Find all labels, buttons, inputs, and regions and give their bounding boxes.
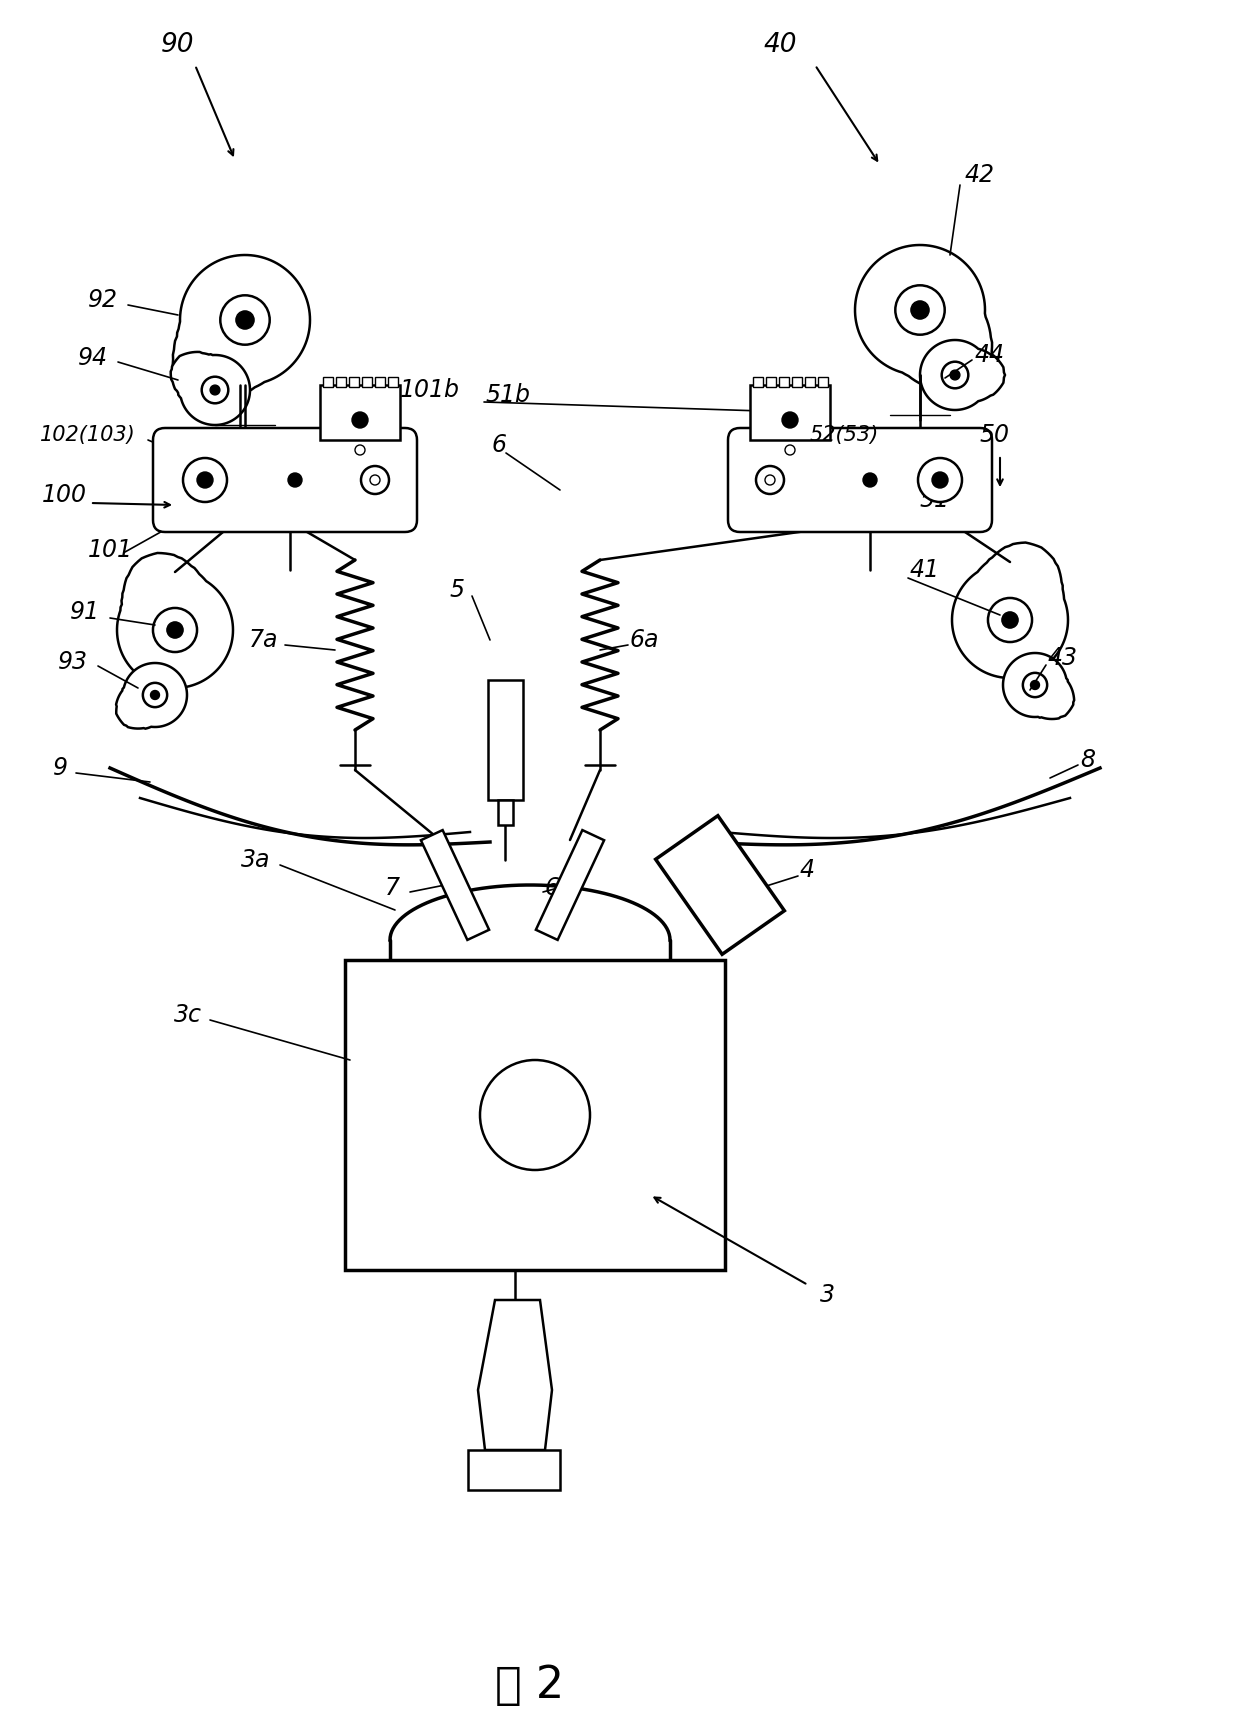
- Circle shape: [756, 465, 784, 495]
- Bar: [322, 377, 334, 387]
- Circle shape: [950, 370, 960, 380]
- Circle shape: [480, 1061, 590, 1170]
- FancyBboxPatch shape: [153, 429, 417, 531]
- Circle shape: [221, 295, 270, 345]
- Bar: [345, 960, 725, 1271]
- Circle shape: [988, 597, 1032, 642]
- Polygon shape: [536, 830, 604, 939]
- Circle shape: [202, 377, 228, 403]
- Text: 41: 41: [910, 557, 940, 582]
- Text: 图 2: 图 2: [495, 1663, 564, 1706]
- Circle shape: [895, 285, 945, 335]
- Polygon shape: [920, 340, 1004, 410]
- Circle shape: [153, 608, 197, 653]
- Polygon shape: [467, 1450, 560, 1489]
- Polygon shape: [856, 245, 992, 394]
- Text: 3c: 3c: [174, 1003, 202, 1028]
- Text: 7a: 7a: [248, 628, 278, 653]
- Text: 94: 94: [78, 345, 108, 370]
- Circle shape: [911, 300, 929, 319]
- Bar: [336, 377, 346, 387]
- Text: 50: 50: [980, 424, 1011, 446]
- Bar: [766, 377, 776, 387]
- Polygon shape: [172, 255, 310, 403]
- Bar: [753, 377, 763, 387]
- Bar: [498, 800, 513, 825]
- Circle shape: [785, 444, 795, 455]
- Text: 43: 43: [1048, 646, 1078, 670]
- Text: 7: 7: [384, 877, 401, 899]
- Text: 102(103): 102(103): [40, 425, 135, 444]
- Text: 51b: 51b: [486, 384, 531, 406]
- Text: 44: 44: [975, 344, 1004, 366]
- Polygon shape: [420, 830, 489, 939]
- Text: 3a: 3a: [241, 847, 270, 871]
- Text: 101: 101: [88, 538, 133, 562]
- Circle shape: [1002, 611, 1018, 628]
- Text: 91: 91: [69, 601, 100, 623]
- Bar: [750, 385, 830, 439]
- Text: 4: 4: [800, 858, 815, 882]
- Circle shape: [370, 476, 379, 484]
- Circle shape: [941, 361, 968, 389]
- Polygon shape: [477, 1300, 552, 1450]
- Text: 92: 92: [88, 288, 118, 312]
- Circle shape: [236, 311, 254, 330]
- Circle shape: [765, 476, 775, 484]
- Text: 6a: 6a: [630, 628, 660, 653]
- Circle shape: [288, 472, 303, 488]
- Circle shape: [361, 465, 389, 495]
- Circle shape: [167, 621, 184, 639]
- Text: 3: 3: [820, 1283, 835, 1307]
- Bar: [320, 385, 401, 439]
- Circle shape: [143, 682, 167, 707]
- Text: 100: 100: [42, 483, 87, 507]
- Bar: [388, 377, 398, 387]
- Polygon shape: [952, 543, 1068, 679]
- Text: 42: 42: [965, 163, 994, 187]
- Bar: [779, 377, 789, 387]
- Bar: [818, 377, 828, 387]
- Polygon shape: [1003, 653, 1074, 719]
- Bar: [805, 377, 815, 387]
- Circle shape: [197, 472, 213, 488]
- Circle shape: [352, 411, 368, 429]
- Polygon shape: [117, 554, 233, 687]
- Circle shape: [210, 385, 219, 394]
- Circle shape: [782, 411, 799, 429]
- Text: 52(53): 52(53): [810, 425, 879, 444]
- Circle shape: [184, 458, 227, 502]
- Circle shape: [1023, 674, 1047, 698]
- Polygon shape: [117, 663, 187, 729]
- Bar: [362, 377, 372, 387]
- Bar: [348, 377, 360, 387]
- Text: 51: 51: [920, 488, 950, 512]
- Text: 90: 90: [161, 31, 195, 57]
- FancyBboxPatch shape: [728, 429, 992, 531]
- Circle shape: [863, 472, 877, 488]
- Circle shape: [918, 458, 962, 502]
- Bar: [374, 377, 384, 387]
- Text: 6: 6: [546, 877, 560, 899]
- Polygon shape: [656, 816, 785, 955]
- Circle shape: [355, 444, 365, 455]
- Text: 40: 40: [764, 31, 797, 57]
- Text: 5: 5: [450, 578, 465, 602]
- Text: 93: 93: [58, 649, 88, 674]
- Text: 101b: 101b: [401, 378, 460, 403]
- Text: 8: 8: [1080, 748, 1095, 773]
- Bar: [489, 681, 523, 800]
- Circle shape: [932, 472, 949, 488]
- Polygon shape: [171, 352, 250, 425]
- Circle shape: [1030, 681, 1039, 689]
- Text: 6: 6: [492, 432, 507, 457]
- Text: 9: 9: [53, 755, 68, 779]
- Circle shape: [150, 691, 160, 700]
- Bar: [792, 377, 802, 387]
